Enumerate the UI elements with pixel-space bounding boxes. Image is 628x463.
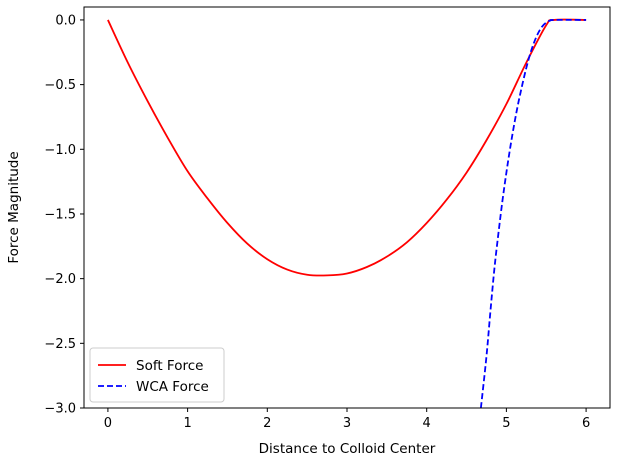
y-axis: 0.0 −0.5 −1.0 −1.5 −2.0 −2.5 −3.0 bbox=[44, 13, 84, 417]
legend-box bbox=[89, 347, 225, 403]
y-tick-label: −0.5 bbox=[44, 78, 76, 93]
series-line-soft-force bbox=[107, 18, 587, 277]
x-tick-label: 2 bbox=[263, 416, 271, 431]
x-tick-label: 0 bbox=[104, 416, 112, 431]
legend-label: Soft Force bbox=[136, 358, 203, 374]
x-tick-label: 5 bbox=[502, 416, 510, 431]
series-layer bbox=[107, 18, 587, 408]
y-tick-label: −1.0 bbox=[44, 143, 76, 158]
x-axis-label: Distance to Colloid Center bbox=[259, 441, 436, 457]
legend-label: WCA Force bbox=[136, 379, 209, 395]
x-tick-label: 1 bbox=[183, 416, 191, 431]
y-tick-label: −3.0 bbox=[44, 402, 76, 417]
x-tick-label: 6 bbox=[582, 416, 590, 431]
x-axis: 0 1 2 3 4 5 6 bbox=[104, 408, 590, 431]
y-tick-label: −2.5 bbox=[44, 337, 76, 352]
y-tick-label: −1.5 bbox=[44, 207, 76, 222]
y-tick-label: −2.0 bbox=[44, 272, 76, 287]
x-tick-label: 4 bbox=[423, 416, 431, 431]
y-axis-label: Force Magnitude bbox=[6, 151, 22, 263]
series-line-wca-force bbox=[479, 18, 587, 408]
legend: Soft Force WCA Force bbox=[89, 347, 225, 403]
y-tick-label: 0.0 bbox=[55, 13, 76, 28]
x-tick-label: 3 bbox=[343, 416, 351, 431]
